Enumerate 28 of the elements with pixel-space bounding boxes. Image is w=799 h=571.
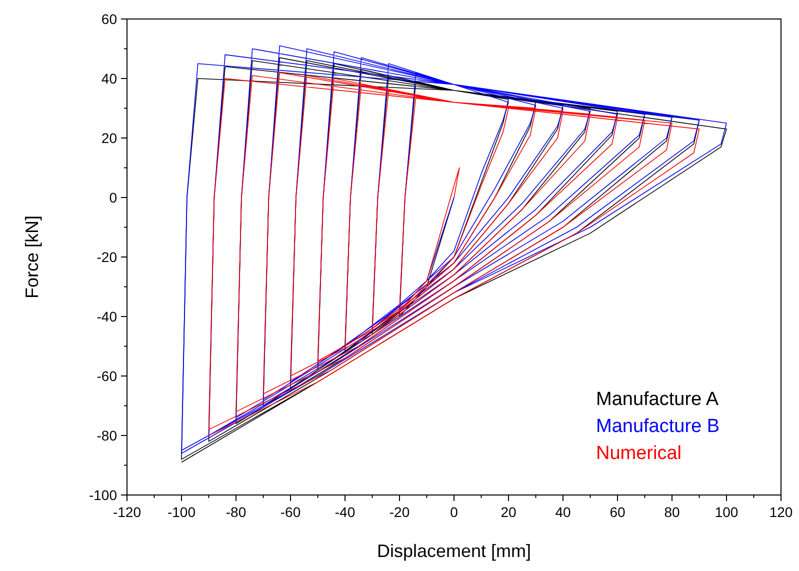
x-tick-label: -120 [112, 504, 142, 520]
y-tick-label: 20 [101, 130, 118, 146]
x-tick-label: -40 [334, 504, 356, 520]
x-tick-label: -100 [167, 504, 196, 520]
x-tick-label: 60 [610, 504, 626, 520]
y-tick-label: -60 [96, 368, 118, 384]
x-tick-label: 100 [714, 504, 738, 520]
x-tick-label: -60 [280, 504, 301, 520]
x-tick-label: 0 [450, 504, 458, 520]
text: Numerical [596, 443, 682, 464]
x-tick-label: 80 [664, 504, 680, 520]
y-tick-label: 40 [101, 70, 118, 86]
text: Manufacture A [596, 389, 719, 410]
x-tick-label: -20 [389, 504, 410, 520]
x-axis-title: Displacement [mm] [376, 541, 532, 561]
text: Manufacture B [596, 416, 720, 437]
y-tick-label: -40 [96, 308, 118, 324]
y-tick-label: 0 [109, 189, 118, 206]
x-tick-label: 40 [555, 504, 571, 520]
y-tick-label: -100 [88, 486, 118, 503]
y-axis-title: Force [kN] [22, 215, 42, 299]
y-tick-label: -80 [96, 427, 118, 444]
y-tick-label: 60 [101, 10, 118, 27]
x-tick-label: 120 [769, 504, 793, 520]
x-tick-label: 20 [500, 504, 516, 520]
x-tick-label: -80 [226, 504, 246, 520]
y-tick-label: -20 [96, 248, 118, 265]
line-series [208, 72, 700, 436]
